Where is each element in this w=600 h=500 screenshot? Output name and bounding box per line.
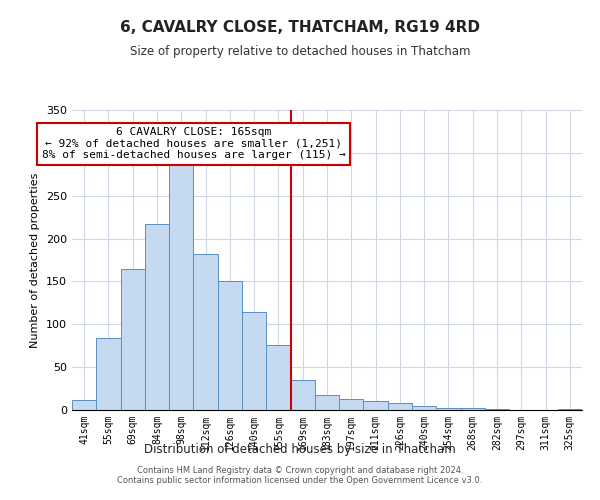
Bar bbox=[436, 408, 461, 410]
Bar bbox=[412, 406, 436, 410]
Bar bbox=[485, 409, 509, 410]
Bar bbox=[339, 399, 364, 410]
Text: Distribution of detached houses by size in Thatcham: Distribution of detached houses by size … bbox=[144, 442, 456, 456]
Bar bbox=[218, 282, 242, 410]
Y-axis label: Number of detached properties: Number of detached properties bbox=[31, 172, 40, 348]
Bar bbox=[266, 345, 290, 410]
Text: 6, CAVALRY CLOSE, THATCHAM, RG19 4RD: 6, CAVALRY CLOSE, THATCHAM, RG19 4RD bbox=[120, 20, 480, 35]
Text: Contains HM Land Registry data © Crown copyright and database right 2024.
Contai: Contains HM Land Registry data © Crown c… bbox=[118, 466, 482, 485]
Bar bbox=[72, 400, 96, 410]
Bar bbox=[315, 394, 339, 410]
Bar bbox=[121, 270, 145, 410]
Bar bbox=[364, 400, 388, 410]
Bar bbox=[242, 312, 266, 410]
Bar bbox=[193, 254, 218, 410]
Bar bbox=[145, 224, 169, 410]
Bar bbox=[96, 338, 121, 410]
Bar bbox=[169, 164, 193, 410]
Bar bbox=[558, 409, 582, 410]
Bar bbox=[461, 408, 485, 410]
Bar bbox=[290, 380, 315, 410]
Text: Size of property relative to detached houses in Thatcham: Size of property relative to detached ho… bbox=[130, 45, 470, 58]
Text: 6 CAVALRY CLOSE: 165sqm
← 92% of detached houses are smaller (1,251)
8% of semi-: 6 CAVALRY CLOSE: 165sqm ← 92% of detache… bbox=[41, 127, 346, 160]
Bar bbox=[388, 403, 412, 410]
